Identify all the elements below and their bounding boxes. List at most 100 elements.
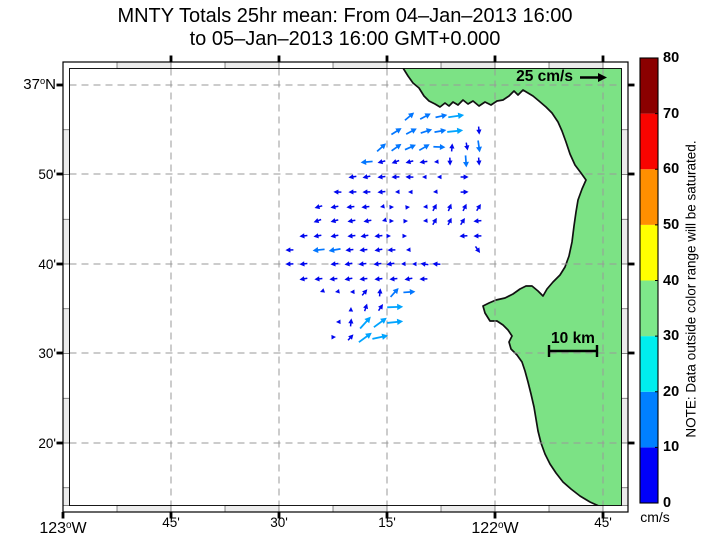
current-vector: [395, 189, 400, 195]
current-vector: [360, 233, 369, 239]
current-vector: [460, 217, 465, 226]
colorbar-units-label: cm/s: [640, 509, 670, 525]
current-vector: [434, 159, 439, 164]
current-vector: [347, 334, 354, 341]
colorbar-tick-label: 40: [663, 272, 680, 289]
current-vector: [405, 174, 414, 180]
current-vector: [464, 142, 470, 151]
current-vector: [462, 203, 467, 212]
current-vector: [423, 204, 428, 209]
current-vector: [313, 233, 322, 239]
current-vector: [403, 289, 416, 295]
current-vector: [447, 217, 452, 226]
current-vector: [405, 159, 414, 165]
current-vector: [330, 233, 339, 239]
current-vector: [359, 276, 368, 282]
current-vector: [476, 126, 482, 135]
current-vector: [314, 276, 323, 282]
current-vector: [459, 233, 468, 239]
current-vector: [391, 159, 400, 164]
colorbar-tick-label: 80: [663, 50, 680, 66]
colorbar-tick-label: 60: [663, 161, 680, 178]
colorbar-tick-label: 20: [663, 383, 680, 400]
figure-title-line2: to 05–Jan–2013 16:00 GMT+0.000: [189, 28, 501, 50]
current-vector: [344, 261, 353, 267]
current-vector: [380, 203, 385, 209]
current-vector: [350, 289, 355, 295]
current-vector: [406, 247, 411, 252]
current-vector: [387, 303, 404, 311]
current-vector: [419, 113, 431, 120]
current-vector: [405, 205, 410, 210]
current-vector: [422, 174, 427, 180]
current-vector: [447, 127, 464, 135]
current-vector: [423, 218, 428, 223]
y-tick-label: 37oN: [23, 76, 56, 93]
current-vector: [463, 155, 469, 168]
current-vector: [419, 159, 428, 165]
current-vector: [320, 288, 326, 293]
current-vector: [373, 317, 387, 328]
current-vector: [420, 261, 429, 267]
current-vector: [460, 174, 469, 180]
current-vector: [433, 143, 446, 150]
current-vector: [347, 233, 356, 239]
current-vector: [437, 174, 442, 180]
x-tick-label: 123oW: [39, 520, 87, 537]
y-tick-label: 50': [38, 167, 56, 182]
current-vector: [330, 218, 339, 224]
current-vector: [374, 276, 383, 282]
current-vector: [387, 318, 404, 326]
current-vector: [336, 319, 341, 325]
current-vector: [376, 143, 387, 153]
current-vector: [435, 113, 448, 119]
current-vector: [299, 276, 308, 282]
current-vector: [372, 333, 389, 340]
current-vector: [473, 218, 482, 224]
current-vector: [389, 287, 399, 298]
current-vector: [476, 203, 481, 212]
current-vector: [377, 189, 386, 195]
current-vector: [330, 204, 339, 210]
y-tick-label: 30': [38, 346, 56, 361]
current-vector: [348, 174, 357, 180]
current-vector: [447, 157, 453, 166]
current-vector: [377, 174, 386, 180]
x-tick-label: 45': [162, 515, 180, 530]
current-vector: [377, 159, 386, 165]
current-vector: [377, 304, 384, 312]
current-vector: [329, 276, 338, 282]
scale-bar-label: 10 km: [551, 330, 595, 347]
current-vector: [359, 316, 371, 330]
current-vector: [285, 261, 294, 267]
current-vector: [348, 318, 354, 327]
current-vector: [360, 159, 373, 165]
current-vector: [404, 112, 415, 121]
current-vector: [432, 203, 437, 212]
current-vector: [382, 217, 387, 222]
current-vector: [347, 218, 356, 224]
current-vector: [363, 303, 369, 312]
reference-arrow: [598, 73, 607, 82]
current-vector: [404, 144, 416, 151]
figure-title-line1: MNTY Totals 25hr mean: From 04–Jan–2013 …: [117, 5, 573, 27]
current-vector: [389, 204, 394, 210]
current-vector: [419, 276, 428, 282]
land-polygon: [402, 68, 622, 506]
x-tick-label: 45': [594, 515, 612, 530]
current-vector: [328, 247, 341, 253]
colorbar-tick-label: 70: [663, 105, 680, 122]
current-vector: [448, 112, 465, 120]
current-vector: [389, 218, 394, 224]
current-vector: [412, 261, 417, 267]
current-vector: [391, 174, 400, 180]
current-vector: [299, 261, 308, 267]
current-vector: [348, 307, 354, 312]
current-vector: [345, 247, 354, 253]
x-tick-label: 122oW: [471, 520, 519, 537]
current-vector: [403, 218, 408, 224]
reference-arrow-label: 25 cm/s: [516, 68, 573, 85]
current-vector-field: [285, 112, 482, 343]
current-vector: [420, 128, 433, 134]
current-vector: [344, 276, 353, 282]
